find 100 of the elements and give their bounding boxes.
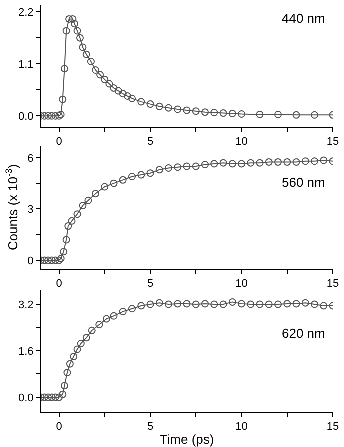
point — [88, 326, 96, 334]
point — [41, 256, 48, 264]
point — [202, 300, 209, 308]
point — [70, 353, 78, 361]
point — [68, 217, 76, 225]
point — [66, 15, 74, 23]
x-tick-label: 5 — [147, 278, 154, 290]
point — [247, 159, 255, 167]
point — [284, 300, 292, 308]
point — [274, 158, 282, 166]
annotation: 440 nm — [282, 11, 326, 26]
point — [60, 65, 68, 73]
point — [228, 110, 236, 118]
x-tick-label: 10 — [236, 278, 248, 290]
point — [210, 300, 218, 308]
point — [128, 94, 136, 102]
annotation: 620 nm — [282, 326, 326, 341]
y-tick-label: 2.2 — [18, 6, 34, 19]
point — [192, 108, 200, 116]
point — [302, 158, 310, 166]
point — [238, 160, 246, 168]
point — [62, 236, 70, 244]
x-tick-label: 15 — [326, 136, 340, 148]
point — [62, 27, 70, 35]
point — [320, 302, 328, 310]
point — [69, 15, 77, 23]
point — [156, 102, 164, 110]
x-tick-label: 10 — [236, 421, 248, 434]
point — [48, 112, 56, 120]
point — [146, 170, 154, 178]
point — [56, 394, 63, 402]
point — [74, 27, 82, 35]
point — [183, 106, 191, 114]
point — [59, 96, 67, 104]
point — [59, 390, 67, 398]
point — [52, 112, 60, 120]
point — [220, 110, 228, 118]
point — [96, 71, 104, 79]
point — [52, 256, 60, 264]
point — [44, 256, 52, 264]
y-tick-label: 0.0 — [18, 110, 34, 123]
point — [41, 394, 48, 402]
point — [238, 300, 246, 308]
point — [256, 300, 264, 308]
point — [210, 160, 218, 168]
point — [119, 176, 127, 184]
point — [119, 90, 127, 98]
point — [146, 300, 154, 308]
point — [64, 222, 72, 230]
annotation: 560 nm — [282, 175, 326, 190]
point — [256, 110, 264, 118]
point — [101, 183, 109, 191]
point — [165, 300, 172, 308]
point — [265, 300, 273, 308]
point — [110, 84, 118, 92]
point — [210, 109, 218, 117]
point — [220, 300, 228, 308]
point — [106, 80, 114, 88]
point — [228, 160, 236, 168]
point — [64, 369, 72, 377]
point — [74, 210, 82, 218]
y-tick-label: 6 — [28, 152, 34, 165]
point — [60, 382, 68, 390]
point — [183, 162, 191, 170]
x-tick-label: 0 — [56, 136, 62, 148]
point — [96, 321, 104, 329]
point — [56, 112, 63, 120]
point — [74, 346, 82, 354]
point — [57, 110, 65, 118]
point — [320, 156, 328, 164]
point — [102, 315, 110, 323]
x-tick-label: 0 — [56, 421, 62, 434]
point — [238, 110, 246, 118]
point — [247, 300, 255, 308]
x-tick-label: 10 — [236, 136, 248, 148]
point — [44, 112, 52, 120]
point — [202, 161, 209, 169]
y-tick-label: 3 — [28, 204, 34, 216]
point — [56, 256, 63, 264]
point — [292, 158, 300, 166]
point — [138, 302, 146, 310]
point — [48, 256, 56, 264]
point — [192, 300, 200, 308]
point — [311, 111, 318, 119]
point — [128, 173, 136, 180]
point — [202, 108, 209, 116]
point — [79, 202, 87, 210]
y-tick-label: 1.6 — [18, 346, 34, 358]
point — [165, 104, 172, 112]
point — [274, 300, 282, 308]
x-tick-label: 15 — [326, 278, 340, 290]
point — [77, 340, 85, 348]
point — [174, 164, 182, 172]
x-tick-label: 5 — [147, 136, 154, 148]
point — [183, 300, 191, 308]
point — [311, 158, 318, 166]
point — [292, 300, 300, 308]
point — [146, 100, 154, 108]
point — [48, 394, 56, 402]
y-tick-label: 0 — [28, 255, 34, 268]
